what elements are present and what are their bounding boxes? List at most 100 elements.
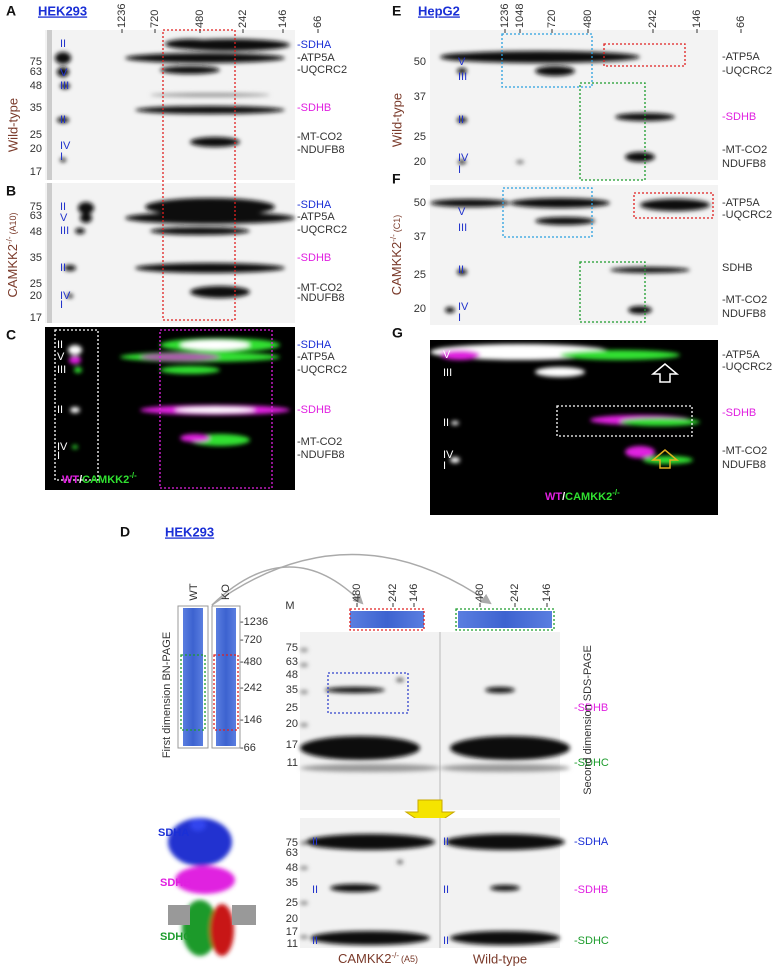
- legend-part: WT: [545, 491, 562, 503]
- protein-label: -MT-CO2: [297, 131, 342, 143]
- band: [510, 198, 610, 208]
- lane-frame: [177, 605, 209, 749]
- complex-label: II: [60, 262, 66, 274]
- band: [190, 137, 240, 147]
- band: [300, 690, 308, 694]
- bands: [300, 648, 570, 772]
- box-outline: [501, 33, 593, 88]
- bands: [55, 39, 290, 162]
- protein-label: -SDHB: [297, 404, 331, 416]
- protein-label: -SDHA: [297, 39, 332, 51]
- band: [430, 199, 510, 207]
- band: [60, 158, 66, 162]
- size-label: 720: [546, 10, 558, 28]
- band: [180, 434, 210, 442]
- gene: CAMKK2: [5, 244, 20, 297]
- band: [535, 217, 595, 225]
- mw-marker: 37: [414, 91, 426, 103]
- complex-label: II: [60, 114, 66, 126]
- band: [300, 723, 308, 727]
- mw-marker: 63: [286, 656, 298, 668]
- band: [175, 407, 255, 413]
- mw-marker: 11: [287, 757, 298, 769]
- complex-label: II: [57, 404, 63, 416]
- band: [610, 267, 690, 273]
- bands: [430, 198, 710, 314]
- size-label: -720: [240, 634, 262, 646]
- bn-strip: [350, 611, 424, 628]
- protein-label: -UQCRC2: [722, 209, 772, 221]
- protein-label: -UQCRC2: [297, 364, 347, 376]
- band: [300, 764, 440, 772]
- mw-marker: 75: [30, 56, 42, 68]
- protein-label: -NDUFB8: [297, 144, 345, 156]
- band: [69, 356, 81, 364]
- structure-label: SDHA: [158, 827, 189, 839]
- mw-marker: 63: [286, 847, 298, 859]
- axis-caption: First dimension BN-PAGE: [161, 632, 173, 758]
- band: [535, 66, 575, 76]
- genotype-label: Wild-type: [473, 951, 527, 966]
- mw-marker: 11: [287, 938, 298, 950]
- box-outline: [162, 29, 236, 321]
- band: [560, 350, 680, 360]
- band: [451, 421, 459, 425]
- band: [640, 199, 710, 211]
- gene: CAMKK2: [389, 242, 404, 295]
- band: [397, 860, 403, 864]
- genotype-label: Wild-type: [5, 98, 20, 152]
- complex-label: II: [60, 38, 66, 50]
- band: [64, 265, 76, 271]
- protein-label: -MT-CO2: [722, 445, 767, 457]
- mw-marker: 48: [286, 862, 298, 874]
- clone: (C1): [392, 215, 402, 233]
- structure-label: SDHC: [160, 931, 191, 943]
- band: [165, 39, 215, 49]
- protein-label: NDUFB8: [722, 459, 766, 471]
- complex-label: III: [443, 367, 452, 379]
- size-label: -480: [240, 656, 262, 668]
- arrow: [650, 449, 680, 469]
- bands: [300, 834, 565, 945]
- band: [300, 648, 308, 652]
- structure: [168, 818, 235, 956]
- box-outline: [54, 329, 99, 481]
- band: [160, 66, 220, 74]
- mw-marker: 25: [286, 897, 298, 909]
- size-label: 1236: [499, 4, 511, 28]
- complex-label: II: [443, 935, 449, 947]
- panel-letter: B: [6, 183, 16, 199]
- panel-letter: A: [6, 3, 16, 19]
- band: [485, 687, 515, 693]
- band: [182, 900, 218, 956]
- band: [150, 227, 250, 235]
- protein-label: -ATP5A: [297, 211, 335, 223]
- band: [168, 818, 232, 866]
- legend-part: CAMKK2: [565, 491, 612, 503]
- band: [125, 53, 285, 63]
- mw-marker: 37: [414, 231, 426, 243]
- mw-marker: 20: [30, 143, 42, 155]
- box-outline: [455, 608, 555, 631]
- size-label: 480: [582, 10, 594, 28]
- complex-label: I: [443, 460, 446, 472]
- complex-label: III: [458, 222, 467, 234]
- mw-marker: 50: [414, 197, 426, 209]
- complex-label: V: [57, 351, 65, 363]
- mw-marker: 17: [30, 312, 42, 324]
- complex-label: V: [60, 67, 68, 79]
- protein-label: -UQCRC2: [722, 361, 772, 373]
- size-label: 146: [691, 10, 703, 28]
- protein-label: -SDHA: [574, 836, 609, 848]
- protein-label: -ATP5A: [297, 351, 335, 363]
- panel-letter: G: [392, 325, 403, 341]
- band: [175, 866, 235, 894]
- protein-label: -MT-CO2: [722, 144, 767, 156]
- size-label: 242: [237, 10, 249, 28]
- band: [80, 213, 92, 223]
- complex-label: III: [57, 364, 66, 376]
- mw-marker: 35: [30, 252, 42, 264]
- band: [57, 67, 69, 77]
- bands: [440, 51, 675, 164]
- panel-letter: F: [392, 171, 401, 187]
